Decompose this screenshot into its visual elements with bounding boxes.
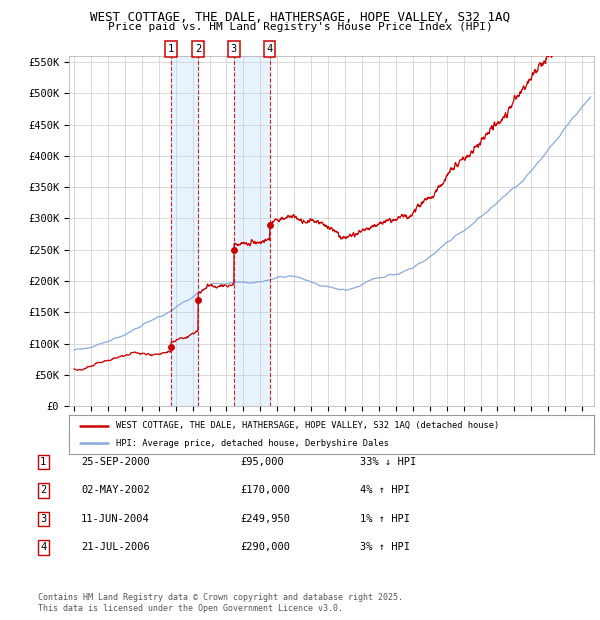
Text: 3: 3 [231, 44, 237, 54]
Text: 02-MAY-2002: 02-MAY-2002 [81, 485, 150, 495]
Text: 25-SEP-2000: 25-SEP-2000 [81, 457, 150, 467]
Bar [234, 56, 269, 406]
Text: WEST COTTAGE, THE DALE, HATHERSAGE, HOPE VALLEY, S32 1AQ: WEST COTTAGE, THE DALE, HATHERSAGE, HOPE… [90, 11, 510, 24]
Text: 1% ↑ HPI: 1% ↑ HPI [360, 514, 410, 524]
Text: £95,000: £95,000 [240, 457, 284, 467]
Bar [171, 56, 198, 406]
Text: 2: 2 [40, 485, 46, 495]
Text: 1: 1 [40, 457, 46, 467]
Text: 4% ↑ HPI: 4% ↑ HPI [360, 485, 410, 495]
Text: 3: 3 [40, 514, 46, 524]
Text: 33% ↓ HPI: 33% ↓ HPI [360, 457, 416, 467]
Text: HPI: Average price, detached house, Derbyshire Dales: HPI: Average price, detached house, Derb… [116, 439, 389, 448]
Text: £170,000: £170,000 [240, 485, 290, 495]
Text: 2: 2 [195, 44, 202, 54]
Text: Price paid vs. HM Land Registry's House Price Index (HPI): Price paid vs. HM Land Registry's House … [107, 22, 493, 32]
Text: 3% ↑ HPI: 3% ↑ HPI [360, 542, 410, 552]
Text: 21-JUL-2006: 21-JUL-2006 [81, 542, 150, 552]
Text: £290,000: £290,000 [240, 542, 290, 552]
Text: 11-JUN-2004: 11-JUN-2004 [81, 514, 150, 524]
Text: £249,950: £249,950 [240, 514, 290, 524]
Text: 4: 4 [40, 542, 46, 552]
Text: 4: 4 [266, 44, 273, 54]
Text: 1: 1 [168, 44, 174, 54]
Text: WEST COTTAGE, THE DALE, HATHERSAGE, HOPE VALLEY, S32 1AQ (detached house): WEST COTTAGE, THE DALE, HATHERSAGE, HOPE… [116, 421, 499, 430]
Text: Contains HM Land Registry data © Crown copyright and database right 2025.
This d: Contains HM Land Registry data © Crown c… [38, 593, 403, 613]
